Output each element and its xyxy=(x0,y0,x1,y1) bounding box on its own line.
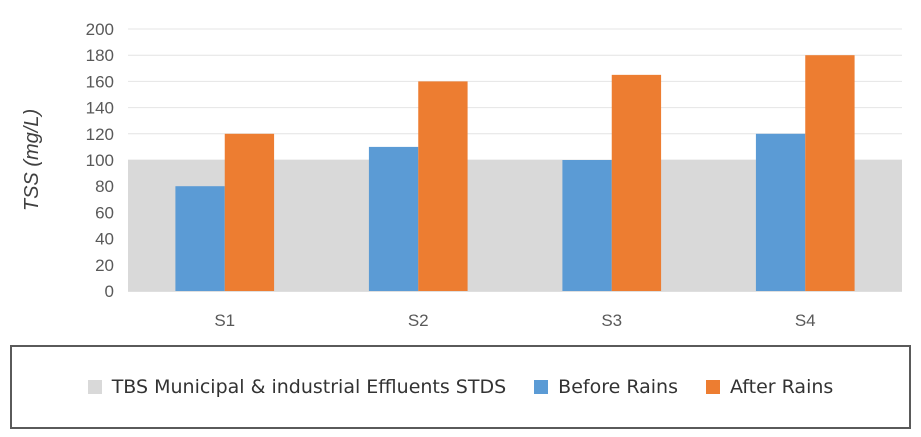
y-tick-label: 80 xyxy=(95,177,114,196)
legend-item-after-rains: After Rains xyxy=(705,376,834,398)
bar-after-rains-s3 xyxy=(611,74,662,291)
legend-swatch-before-rains xyxy=(534,380,549,394)
y-tick-label: 120 xyxy=(86,125,114,144)
bar-after-rains-s2 xyxy=(418,81,468,292)
y-tick-label: 0 xyxy=(105,282,114,301)
legend-item-before-rains: Before Rains xyxy=(534,376,678,398)
x-tick-label: S4 xyxy=(795,311,816,330)
y-tick-label: 40 xyxy=(95,230,114,249)
legend: TBS Municipal & industrial Effluents STD… xyxy=(10,345,911,429)
y-tick-label: 140 xyxy=(86,99,114,118)
y-tick-label: 100 xyxy=(86,151,114,170)
legend-swatch-after-rains xyxy=(705,380,720,394)
legend-label-standard: TBS Municipal & industrial Effluents STD… xyxy=(111,376,507,398)
y-tick-label: 200 xyxy=(86,20,114,39)
bar-before-rains-s2 xyxy=(368,146,419,291)
legend-label-after-rains: After Rains xyxy=(729,376,834,398)
y-tick-label: 60 xyxy=(95,203,114,222)
chart-area: 0 20 40 60 80 100 120 140 160 180 200 S1 S2 S3 S4 TSS … xyxy=(21,20,902,330)
x-tick-label: S2 xyxy=(408,311,429,330)
legend-label-before-rains: Before Rains xyxy=(558,376,678,398)
legend-swatch-standard xyxy=(87,380,102,394)
y-tick-label: 160 xyxy=(86,72,114,91)
bar-before-rains-s1 xyxy=(175,186,225,291)
standard-area xyxy=(128,160,902,291)
y-axis-label: TSS (mg/L) xyxy=(21,109,43,211)
bar-before-rains-s3 xyxy=(562,160,612,291)
y-tick-label: 180 xyxy=(86,46,114,65)
bar-before-rains-s4 xyxy=(755,133,806,291)
x-tick-label: S3 xyxy=(601,311,622,330)
x-tick-label: S1 xyxy=(214,311,235,330)
legend-item-standard: TBS Municipal & industrial Effluents STD… xyxy=(87,376,507,398)
bar-chart: 0 20 40 60 80 100 120 140 160 180 200 S1 S2 S3 S4 TSS … xyxy=(21,20,902,330)
bar-after-rains-s4 xyxy=(805,55,855,292)
bar-after-rains-s1 xyxy=(224,133,275,291)
y-tick-label: 20 xyxy=(95,256,114,275)
